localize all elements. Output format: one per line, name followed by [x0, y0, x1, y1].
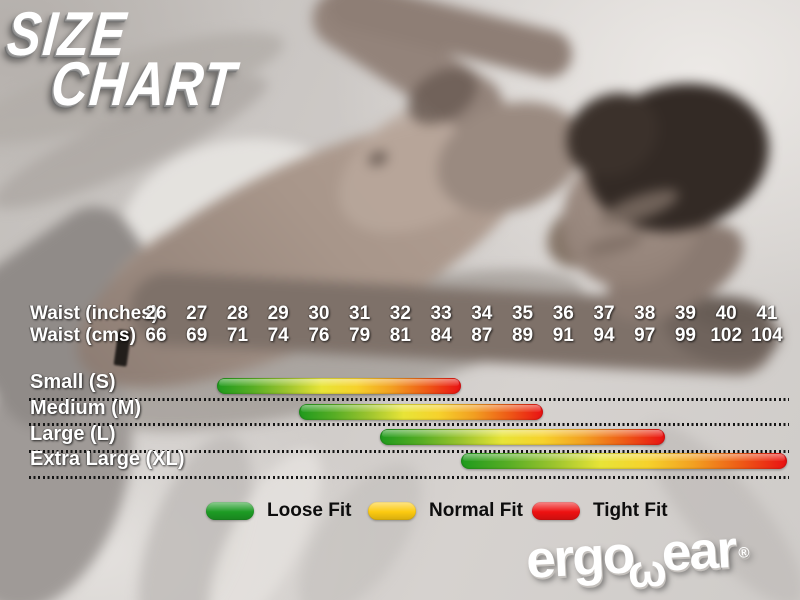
- waist-inches-value: 29: [267, 303, 289, 324]
- legend-swatch-tight-fit: [532, 502, 580, 520]
- waist-inches-value: 41: [756, 303, 778, 324]
- title-line-chart: CHART: [48, 49, 240, 119]
- size-label: Extra Large (XL): [30, 448, 185, 470]
- legend-swatch-normal-fit: [368, 502, 416, 520]
- waist-cms-value: 94: [593, 325, 615, 346]
- waist-cms-value: 99: [674, 325, 696, 346]
- waist-cms-value: 66: [145, 325, 167, 346]
- row-divider-dotted-line: [29, 423, 789, 426]
- waist-cms-value: 81: [389, 325, 411, 346]
- waist-cms-label: Waist (cms): [30, 325, 136, 346]
- logo-text-ergo: ergo: [524, 525, 635, 590]
- row-divider-dotted-line: [29, 476, 789, 479]
- waist-cms-value: 102: [710, 325, 743, 346]
- waist-cms-value: 97: [634, 325, 656, 346]
- waist-inches-value: 33: [430, 303, 452, 324]
- waist-inches-value: 37: [593, 303, 615, 324]
- legend-label: Normal Fit: [429, 500, 523, 521]
- waist-inches-value: 30: [308, 303, 330, 324]
- size-range-bar: [379, 429, 666, 445]
- waist-cms-value: 71: [226, 325, 249, 346]
- legend-label: Loose Fit: [267, 500, 352, 521]
- legend-item: Normal Fit: [368, 500, 523, 522]
- size-range-bar: [217, 378, 462, 394]
- size-label: Medium (M): [30, 397, 142, 419]
- legend-item: Tight Fit: [532, 500, 668, 522]
- waist-inches-value: 32: [389, 303, 411, 324]
- waist-inches-value: 26: [145, 303, 167, 324]
- ergowear-logo: ergoωear®: [524, 518, 751, 598]
- waist-inches-value: 40: [715, 303, 737, 324]
- waist-cms-value: 91: [552, 325, 574, 346]
- row-divider-dotted-line: [29, 450, 789, 453]
- logo-text-ear: ear: [660, 519, 737, 583]
- legend-item: Loose Fit: [206, 500, 351, 522]
- waist-cms-value: 104: [751, 325, 783, 346]
- waist-inches-value: 27: [186, 303, 208, 324]
- size-label: Small (S): [30, 371, 116, 393]
- size-label: Large (L): [30, 423, 116, 445]
- waist-inches-label: Waist (inches): [30, 303, 159, 324]
- legend-label: Tight Fit: [593, 500, 668, 521]
- waist-cms-value: 69: [186, 325, 208, 346]
- legend-swatch-loose-fit: [206, 502, 254, 520]
- waist-inches-value: 36: [552, 303, 574, 324]
- waist-inches-value: 34: [471, 303, 493, 324]
- waist-cms-value: 89: [511, 325, 534, 346]
- row-divider-dotted-line: [29, 398, 789, 401]
- waist-cms-value: 79: [349, 325, 371, 346]
- page-title: SIZE CHART: [5, 0, 280, 119]
- waist-cms-value: 74: [267, 325, 289, 346]
- size-range-bar: [298, 404, 543, 420]
- size-range-bar: [461, 453, 788, 469]
- waist-cms-value: 76: [308, 325, 330, 346]
- logo-stylized-w: ω: [626, 543, 668, 598]
- waist-inches-value: 35: [511, 303, 534, 324]
- waist-inches-value: 31: [349, 303, 371, 324]
- registered-trademark-icon: ®: [737, 544, 750, 562]
- waist-cms-value: 84: [430, 325, 452, 346]
- waist-inches-value: 38: [634, 303, 656, 324]
- waist-inches-value: 39: [674, 303, 696, 324]
- waist-cms-value: 87: [471, 325, 493, 346]
- waist-inches-value: 28: [226, 303, 249, 324]
